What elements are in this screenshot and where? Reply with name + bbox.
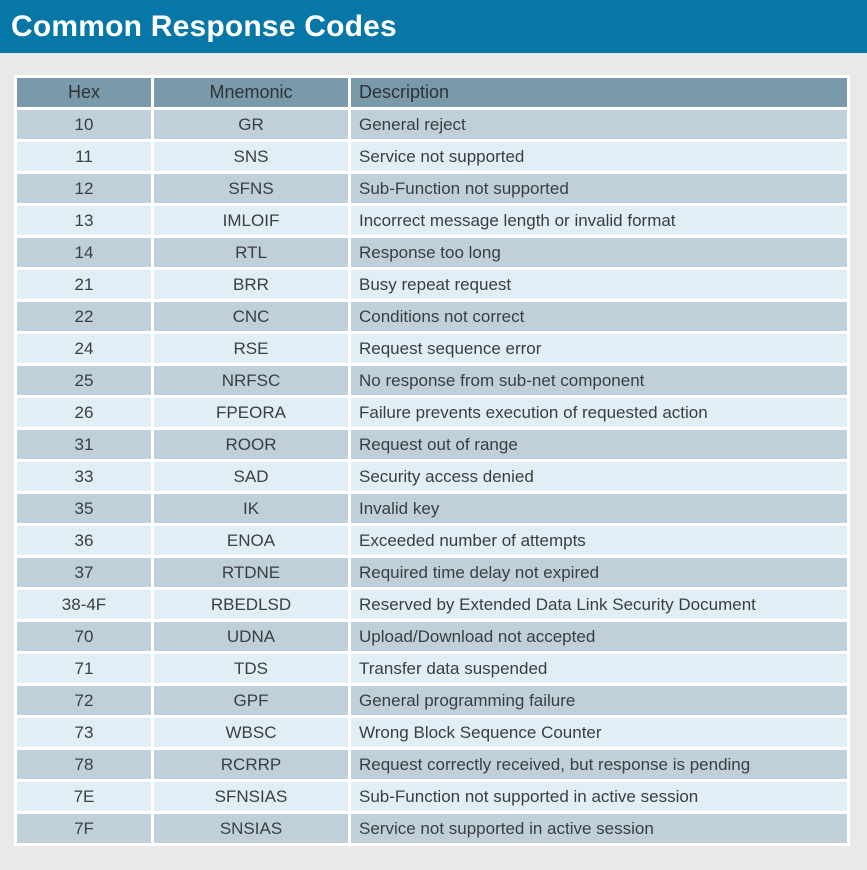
description-cell: No response from sub-net component — [351, 366, 847, 395]
hex-cell: 26 — [17, 398, 151, 427]
description-cell: Service not supported in active session — [351, 814, 847, 843]
mnemonic-cell: SNSIAS — [154, 814, 348, 843]
table-row: 70 UDNA Upload/Download not accepted — [17, 622, 847, 651]
column-header-hex: Hex — [17, 78, 151, 107]
description-cell: Wrong Block Sequence Counter — [351, 718, 847, 747]
mnemonic-cell: IK — [154, 494, 348, 523]
mnemonic-cell: SFNSIAS — [154, 782, 348, 811]
table-row: 25 NRFSC No response from sub-net componen… — [17, 366, 847, 395]
table-row: 33 SAD Security access denied — [17, 462, 847, 491]
description-cell: Conditions not correct — [351, 302, 847, 331]
description-cell: Required time delay not expired — [351, 558, 847, 587]
table-row: 24 RSE Request sequence error — [17, 334, 847, 363]
table-row: 78 RCRRP Request correctly received, but r… — [17, 750, 847, 779]
hex-cell: 10 — [17, 110, 151, 139]
response-codes-table: Hex Mnemonic Description 10 GR General rej… — [14, 75, 850, 846]
mnemonic-cell: SAD — [154, 462, 348, 491]
mnemonic-cell: BRR — [154, 270, 348, 299]
description-cell: Sub-Function not supported — [351, 174, 847, 203]
table-row: 10 GR General reject — [17, 110, 847, 139]
hex-cell: 11 — [17, 142, 151, 171]
hex-cell: 7E — [17, 782, 151, 811]
title-bar: Common Response Codes — [0, 0, 867, 53]
table-row: 72 GPF General programming failure — [17, 686, 847, 715]
hex-cell: 35 — [17, 494, 151, 523]
table-row: 37 RTDNE Required time delay not expired — [17, 558, 847, 587]
table-row: 36 ENOA Exceeded number of attempts — [17, 526, 847, 555]
table-header-row: Hex Mnemonic Description — [17, 78, 847, 107]
description-cell: Service not supported — [351, 142, 847, 171]
hex-cell: 13 — [17, 206, 151, 235]
description-cell: Request out of range — [351, 430, 847, 459]
hex-cell: 71 — [17, 654, 151, 683]
description-cell: General programming failure — [351, 686, 847, 715]
hex-cell: 31 — [17, 430, 151, 459]
table-row: 35 IK Invalid key — [17, 494, 847, 523]
mnemonic-cell: RTL — [154, 238, 348, 267]
mnemonic-cell: SFNS — [154, 174, 348, 203]
hex-cell: 22 — [17, 302, 151, 331]
mnemonic-cell: IMLOIF — [154, 206, 348, 235]
mnemonic-cell: GR — [154, 110, 348, 139]
mnemonic-cell: RTDNE — [154, 558, 348, 587]
mnemonic-cell: ENOA — [154, 526, 348, 555]
description-cell: Reserved by Extended Data Link Security … — [351, 590, 847, 619]
hex-cell: 78 — [17, 750, 151, 779]
table-row: 26 FPEORA Failure prevents execution of re… — [17, 398, 847, 427]
column-header-description: Description — [351, 78, 847, 107]
hex-cell: 38-4F — [17, 590, 151, 619]
table-row: 7F SNSIAS Service not supported in active … — [17, 814, 847, 843]
table-row: 73 WBSC Wrong Block Sequence Counter — [17, 718, 847, 747]
mnemonic-cell: UDNA — [154, 622, 348, 651]
hex-cell: 72 — [17, 686, 151, 715]
mnemonic-cell: GPF — [154, 686, 348, 715]
description-cell: Failure prevents execution of requested … — [351, 398, 847, 427]
table-row: 11 SNS Service not supported — [17, 142, 847, 171]
mnemonic-cell: ROOR — [154, 430, 348, 459]
description-cell: Request correctly received, but response… — [351, 750, 847, 779]
description-cell: Security access denied — [351, 462, 847, 491]
hex-cell: 24 — [17, 334, 151, 363]
table-row: 31 ROOR Request out of range — [17, 430, 847, 459]
table-row: 7E SFNSIAS Sub-Function not supported in a… — [17, 782, 847, 811]
description-cell: Sub-Function not supported in active ses… — [351, 782, 847, 811]
hex-cell: 25 — [17, 366, 151, 395]
table-row: 71 TDS Transfer data suspended — [17, 654, 847, 683]
hex-cell: 12 — [17, 174, 151, 203]
description-cell: Busy repeat request — [351, 270, 847, 299]
mnemonic-cell: TDS — [154, 654, 348, 683]
description-cell: Incorrect message length or invalid form… — [351, 206, 847, 235]
mnemonic-cell: RSE — [154, 334, 348, 363]
hex-cell: 73 — [17, 718, 151, 747]
table-row: 22 CNC Conditions not correct — [17, 302, 847, 331]
hex-cell: 37 — [17, 558, 151, 587]
description-cell: Request sequence error — [351, 334, 847, 363]
table-row: 21 BRR Busy repeat request — [17, 270, 847, 299]
table-row: 38-4F RBEDLSD Reserved by Extended Data Li… — [17, 590, 847, 619]
table-row: 14 RTL Response too long — [17, 238, 847, 267]
description-cell: Invalid key — [351, 494, 847, 523]
table-row: 13 IMLOIF Incorrect message length or inva… — [17, 206, 847, 235]
description-cell: Transfer data suspended — [351, 654, 847, 683]
hex-cell: 70 — [17, 622, 151, 651]
mnemonic-cell: SNS — [154, 142, 348, 171]
mnemonic-cell: WBSC — [154, 718, 348, 747]
mnemonic-cell: NRFSC — [154, 366, 348, 395]
mnemonic-cell: RBEDLSD — [154, 590, 348, 619]
mnemonic-cell: CNC — [154, 302, 348, 331]
hex-cell: 36 — [17, 526, 151, 555]
hex-cell: 14 — [17, 238, 151, 267]
description-cell: Exceeded number of attempts — [351, 526, 847, 555]
hex-cell: 7F — [17, 814, 151, 843]
hex-cell: 33 — [17, 462, 151, 491]
page-title: Common Response Codes — [11, 9, 397, 43]
table-row: 12 SFNS Sub-Function not supported — [17, 174, 847, 203]
mnemonic-cell: FPEORA — [154, 398, 348, 427]
column-header-mnemonic: Mnemonic — [154, 78, 348, 107]
mnemonic-cell: RCRRP — [154, 750, 348, 779]
hex-cell: 21 — [17, 270, 151, 299]
description-cell: General reject — [351, 110, 847, 139]
description-cell: Response too long — [351, 238, 847, 267]
description-cell: Upload/Download not accepted — [351, 622, 847, 651]
